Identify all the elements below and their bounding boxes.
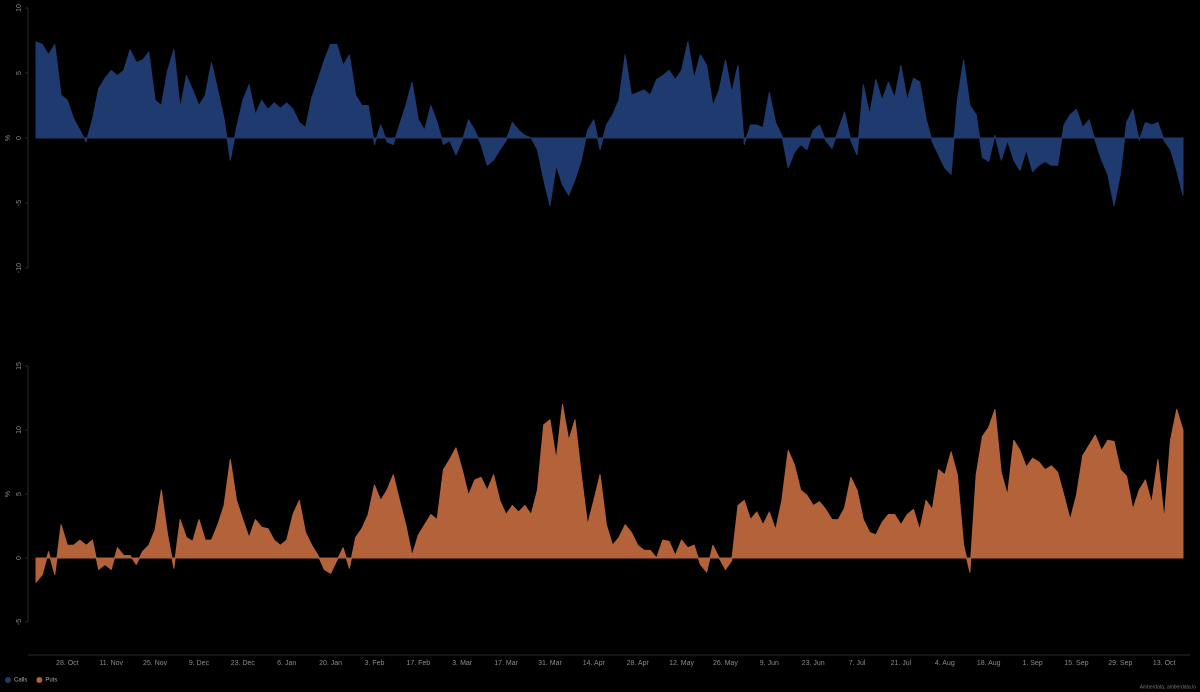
y-tick-label: 0 [16, 136, 23, 140]
y-tick-label: -5 [16, 619, 23, 625]
x-tick-label: 14. Apr [583, 660, 606, 667]
area [35, 403, 1184, 583]
x-tick-label: 20. Jan [319, 660, 342, 667]
x-tick-label: 23. Jun [802, 660, 825, 667]
y-tick-label: -10 [16, 263, 23, 273]
x-tick-label: 23. Dec [231, 660, 256, 667]
legend-marker [5, 677, 11, 683]
y-tick-label: 5 [16, 492, 23, 496]
x-tick-label: 13. Oct [1153, 660, 1176, 667]
y-axis-label: % [5, 135, 12, 141]
area [35, 41, 1184, 207]
x-tick-label: 1. Sep [1022, 660, 1042, 667]
x-tick-label: 3. Mar [452, 660, 473, 667]
y-tick-label: 10 [16, 4, 23, 12]
x-tick-label: 7. Jul [849, 660, 866, 667]
x-tick-label: 21. Jul [891, 660, 912, 667]
legend-label: Puts [45, 678, 57, 684]
x-tick-label: 28. Oct [56, 660, 79, 667]
x-tick-label: 17. Mar [494, 660, 518, 667]
x-tick-label: 3. Feb [365, 660, 385, 667]
x-tick-label: 31. Mar [538, 660, 562, 667]
x-tick-label: 11. Nov [99, 660, 123, 667]
x-tick-label: 15. Sep [1064, 660, 1088, 667]
legend-marker [36, 677, 43, 683]
x-tick-label: 4. Aug [935, 660, 955, 667]
y-tick-label: 0 [16, 556, 23, 560]
x-tick-label: 18. Aug [977, 660, 1001, 667]
y-tick-label: -5 [16, 200, 23, 206]
y-axis-label: % [5, 491, 12, 497]
x-tick-label: 26. May [713, 660, 738, 667]
y-tick-label: 15 [16, 362, 23, 370]
x-tick-label: 29. Sep [1108, 660, 1132, 667]
x-tick-label: 25. Nov [143, 660, 168, 667]
x-tick-label: 9. Jun [760, 660, 779, 667]
y-tick-label: 5 [16, 71, 23, 75]
x-tick-label: 9. Dec [189, 660, 210, 667]
source: Amberdata, amberdata.io [1140, 684, 1197, 690]
x-tick-label: 6. Jan [277, 660, 296, 667]
x-tick-label: 17. Feb [406, 660, 430, 667]
x-tick-label: 28. Apr [627, 660, 650, 667]
y-tick-label: 10 [16, 426, 23, 434]
legend-label: Calls [14, 678, 27, 684]
x-tick-label: 12. May [669, 660, 694, 667]
